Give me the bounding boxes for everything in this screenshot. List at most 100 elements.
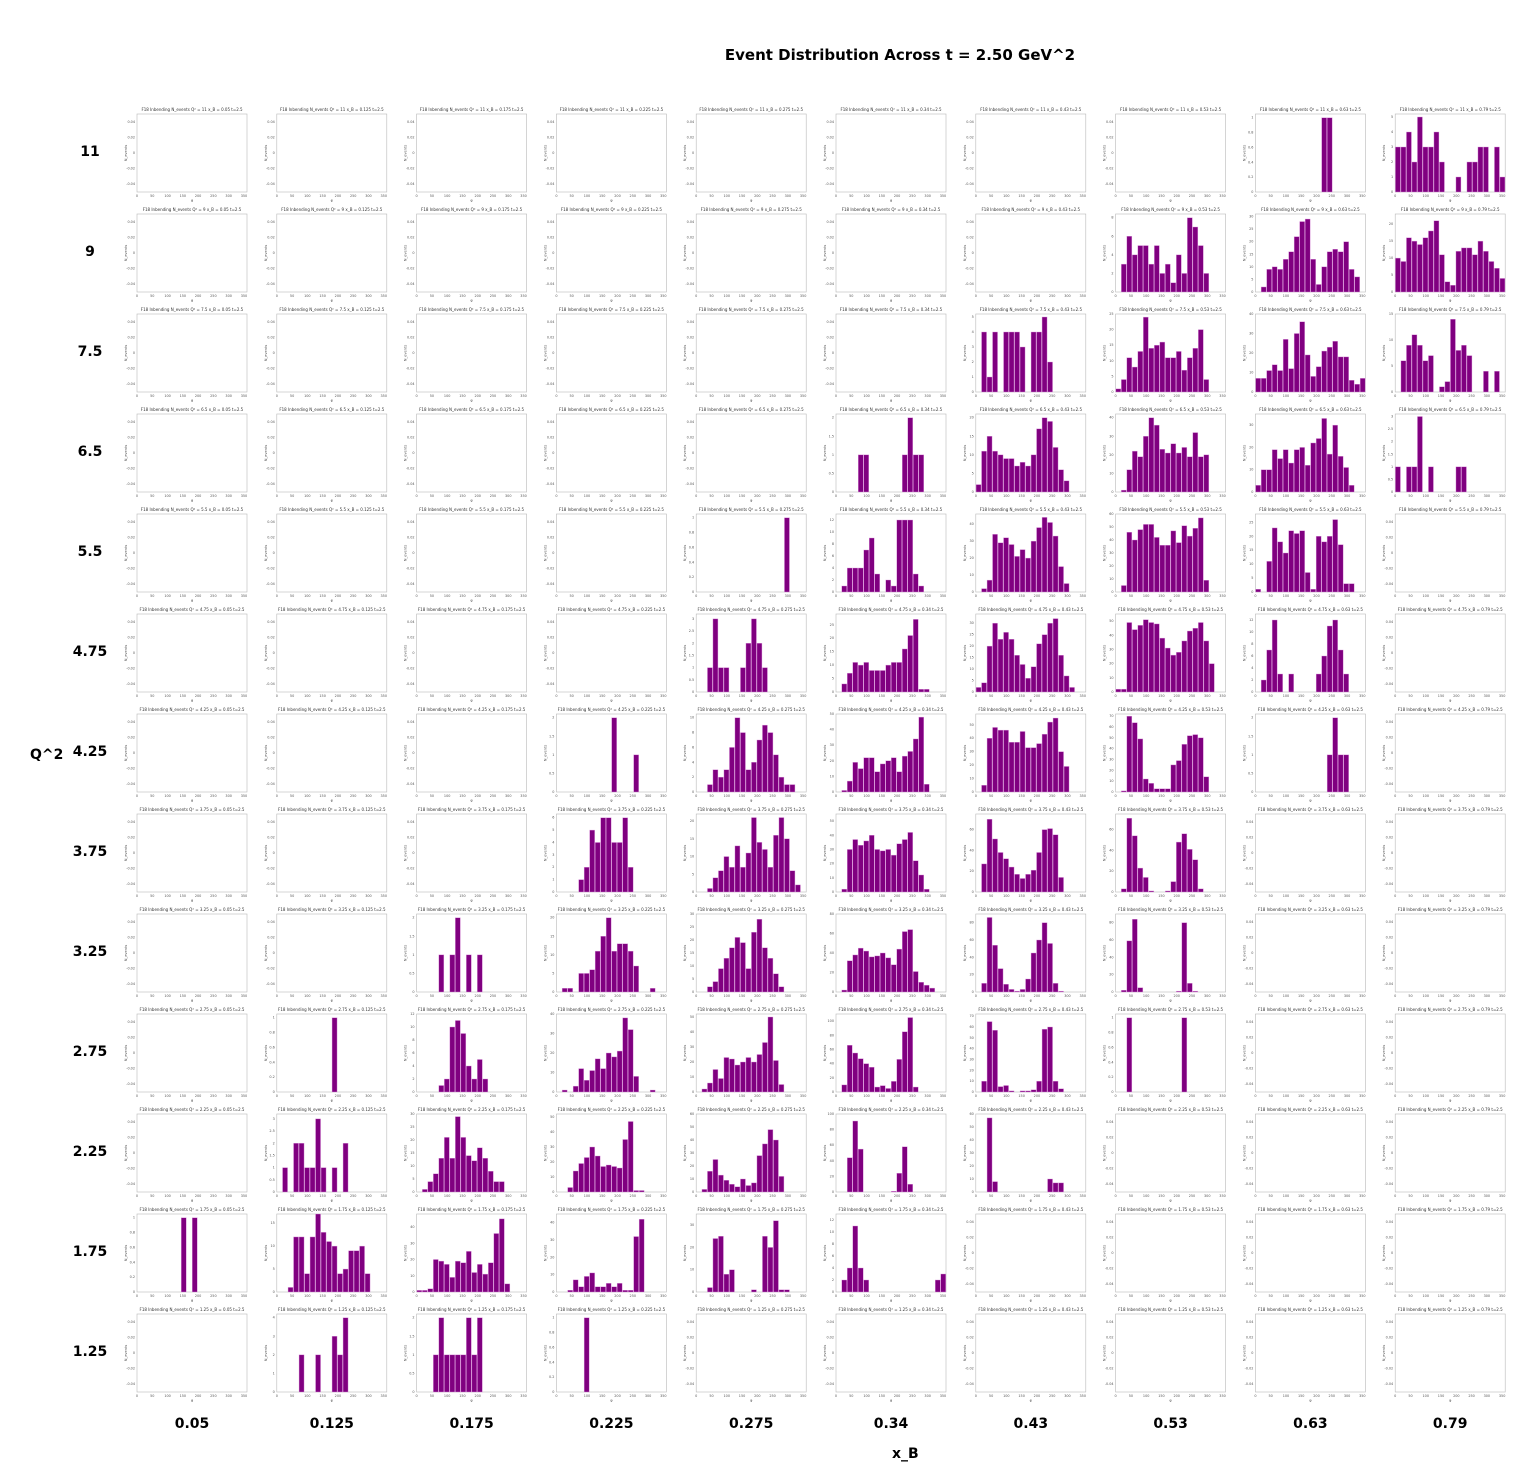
y-tick-label: 20 (969, 1068, 973, 1072)
histogram-bar (1192, 859, 1199, 893)
histogram-bar (929, 987, 935, 993)
x-tick-label: 150 (1158, 1094, 1164, 1098)
y-tick-label: 20 (1109, 869, 1113, 873)
histogram-bar (723, 667, 730, 693)
histogram-bar (712, 877, 719, 893)
x-tick-label: 300 (505, 1194, 511, 1198)
x-tick-label: 100 (164, 194, 170, 198)
x-tick-label: 100 (724, 594, 730, 598)
histogram-bar (981, 331, 987, 393)
y-tick-label: -0.02 (266, 567, 275, 571)
x-tick-label: 150 (879, 694, 885, 698)
x-tick-label: 0 (1394, 694, 1396, 698)
x-tick-label: 0 (695, 594, 697, 598)
subplot-panel: F18 Inbending N_events Q² = 5.5 x_B = 0.… (963, 507, 1087, 603)
x-tick-label: 300 (785, 594, 791, 598)
histogram-bar (1030, 1089, 1037, 1093)
subplot-frame (416, 113, 527, 193)
x-tick-label: 150 (319, 994, 325, 998)
histogram-bar (1488, 261, 1495, 293)
histogram-bar (315, 1354, 321, 1393)
y-tick-label: 20 (550, 1255, 554, 1259)
histogram-bar (852, 1225, 858, 1293)
histogram-bar (1417, 416, 1423, 493)
histogram-bar (449, 1277, 456, 1293)
y-tick-label: 40 (969, 955, 973, 959)
x-tick-label: 300 (365, 694, 371, 698)
y-tick-label: 0.02 (267, 235, 275, 239)
histogram-bar (444, 1264, 450, 1293)
x-tick-label: 200 (1173, 194, 1179, 198)
x-tick-label: 50 (150, 594, 154, 598)
subplot-title: F18 Inbending N_events Q² = 2.25 x_B = 0… (978, 1107, 1083, 1112)
y-tick-label: -0.04 (546, 682, 555, 686)
subplot-title: F18 Inbending N_events Q² = 11 x_B = 0.1… (420, 107, 524, 112)
x-tick-label: 300 (1484, 1194, 1490, 1198)
x-tick-label: 50 (709, 894, 713, 898)
x-tick-label: 300 (785, 994, 791, 998)
x-tick-label: 100 (1423, 694, 1429, 698)
subplot-frame (1255, 213, 1366, 293)
x-tick-label: 50 (989, 1294, 993, 1298)
x-tick-label: 50 (1269, 194, 1273, 198)
x-tick-label: 200 (1453, 394, 1459, 398)
histogram-bar (1255, 589, 1261, 593)
histogram-bar (1187, 217, 1193, 293)
histogram-bar (1277, 673, 1283, 693)
subplot-frame (1255, 813, 1366, 893)
y-tick-label: 0 (832, 251, 834, 255)
x-tick-label: 300 (225, 194, 231, 198)
histogram-bar (627, 1029, 634, 1093)
histogram-bar (1472, 161, 1478, 193)
y-tick-label: -0.04 (406, 582, 415, 586)
x-tick-label: 200 (474, 1394, 480, 1398)
x-tick-label: 300 (1484, 394, 1490, 398)
histogram-bar (1137, 625, 1144, 693)
x-tick-label: 150 (459, 194, 465, 198)
x-tick-label: 300 (924, 794, 930, 798)
subplot-title: F18 Inbending N_events Q² = 2.25 x_B = 0… (558, 1107, 666, 1112)
y-tick-label: 60 (1109, 725, 1113, 729)
x-tick-label: 200 (614, 1194, 620, 1198)
histogram-bar (1337, 456, 1344, 493)
subplot-x-label: φ (610, 1199, 613, 1203)
y-tick-label: 0.02 (826, 335, 834, 339)
y-tick-label: 60 (969, 1025, 973, 1029)
x-tick-label: 200 (1173, 794, 1179, 798)
histogram-bar (718, 1236, 724, 1293)
histogram-bar (707, 986, 713, 993)
x-tick-label: 100 (863, 1394, 869, 1398)
subplot-x-label: φ (610, 599, 613, 603)
histogram-bar (1176, 254, 1182, 293)
x-tick-label: 250 (630, 1194, 636, 1198)
subplot-frame (1115, 913, 1226, 993)
histogram-bar (1299, 447, 1305, 493)
subplot-panel: F18 Inbending N_events Q² = 2.75 x_B = 0… (1382, 1007, 1506, 1103)
subplot-panel: F18 Inbending N_events Q² = 5.5 x_B = 0.… (543, 507, 667, 603)
x-tick-label: 100 (863, 994, 869, 998)
y-tick-label: 0 (972, 490, 974, 494)
x-tick-label: 150 (1018, 394, 1024, 398)
y-tick-label: -0.04 (266, 882, 275, 886)
x-tick-label: 250 (350, 994, 356, 998)
x-tick-label: 0 (416, 1294, 418, 1298)
x-tick-label: 100 (1003, 694, 1009, 698)
x-tick-label: 100 (444, 1394, 450, 1398)
histogram-bar (701, 1088, 708, 1093)
histogram-bar (767, 732, 774, 793)
x-tick-label: 150 (180, 594, 186, 598)
x-tick-label: 0 (1394, 1294, 1396, 1298)
x-tick-label: 350 (1359, 1394, 1365, 1398)
subplot-title: F18 Inbending N_events Q² = 4.25 x_B = 0… (278, 707, 386, 712)
x-tick-label: 150 (1438, 594, 1444, 598)
x-tick-label: 150 (739, 494, 745, 498)
histogram-bar (438, 1317, 445, 1393)
histogram-bar (1137, 245, 1144, 293)
y-tick-label: 0 (273, 551, 275, 555)
x-tick-label: 200 (754, 1394, 760, 1398)
histogram-bar (583, 867, 590, 893)
histogram-bar (896, 1173, 902, 1193)
histogram-bar (784, 517, 790, 593)
histogram-bar (740, 1178, 746, 1193)
x-tick-label: 300 (1064, 994, 1070, 998)
